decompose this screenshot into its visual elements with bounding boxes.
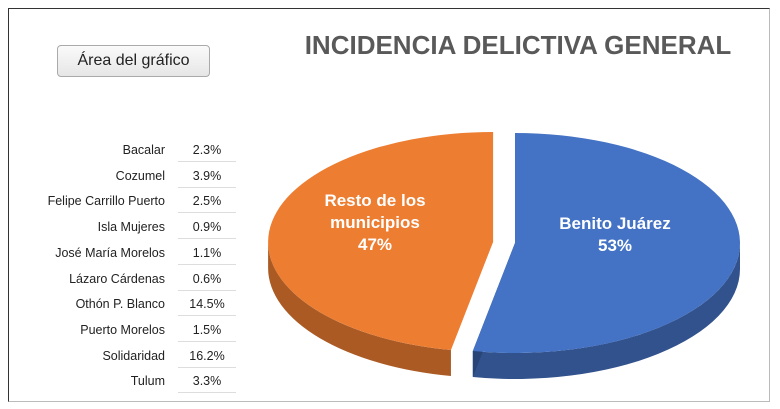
slice-label: Resto de los municipios [324, 191, 426, 232]
row-name: José María Morelos [55, 245, 165, 260]
slice-label: Benito Juárez [559, 214, 671, 233]
tooltip: Área del gráfico [57, 45, 210, 77]
row-value: 14.5% [178, 293, 236, 317]
row-name: Isla Mujeres [97, 220, 165, 235]
slice-top [268, 131, 494, 351]
row-name: Cozumel [115, 168, 165, 183]
chart-frame [8, 8, 770, 402]
row-value: 0.6% [178, 268, 236, 291]
row-value: 3.9% [178, 165, 236, 188]
row-value: 1.5% [178, 319, 236, 342]
row-name: Lázaro Cárdenas [69, 271, 165, 286]
pie-slice [472, 133, 740, 379]
row-name: Bacalar [122, 143, 165, 157]
slice-side [472, 243, 740, 379]
row-value: 2.3% [178, 139, 236, 162]
slice-top [472, 133, 740, 353]
row-name: Puerto Morelos [80, 322, 165, 337]
slice-value: 53% [597, 236, 633, 255]
row-name: Felipe Carrillo Puerto [47, 194, 165, 209]
slice-value: 47% [357, 235, 393, 254]
slice-side [268, 241, 451, 377]
pie-slice [268, 131, 494, 377]
row-value: 0.9% [178, 216, 236, 240]
row-name: Tulum [130, 374, 165, 389]
row-value: 16.2% [178, 345, 236, 368]
chart-title: INCIDENCIA DELICTIVA GENERAL [304, 30, 732, 60]
row-name: Othón P. Blanco [75, 297, 165, 312]
row-name: Solidaridad [102, 348, 165, 363]
row-value: 2.5% [178, 190, 236, 214]
row-value: 1.1% [178, 242, 236, 265]
row-value: 3.3% [178, 370, 236, 394]
